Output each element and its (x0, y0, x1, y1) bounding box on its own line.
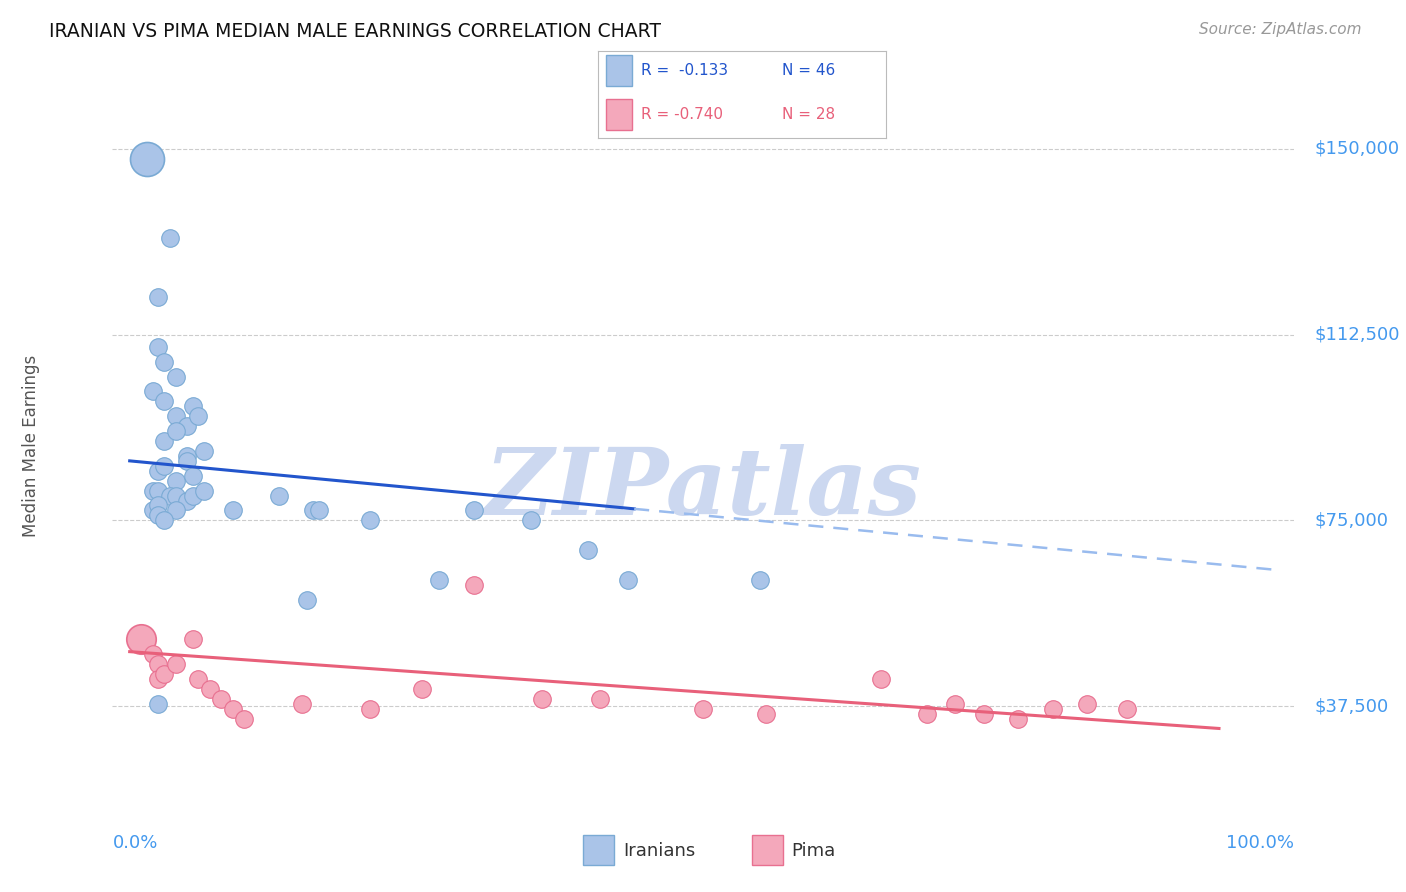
Point (1007, 712, 1029, 726)
Point (176, 454, 198, 468)
Text: Iranians: Iranians (623, 842, 695, 860)
Point (187, 672, 209, 686)
Point (148, 657, 170, 671)
Point (153, 355, 176, 369)
Point (291, 697, 314, 711)
Point (153, 458, 176, 473)
FancyBboxPatch shape (606, 99, 633, 129)
Point (193, 444, 215, 458)
Text: $37,500: $37,500 (1315, 698, 1389, 715)
Point (181, 468, 204, 483)
Point (153, 394, 176, 409)
Point (411, 681, 433, 696)
Point (463, 578, 485, 592)
Point (359, 513, 381, 527)
Point (176, 419, 198, 434)
Point (176, 449, 198, 463)
Point (153, 667, 176, 681)
Point (267, 489, 290, 503)
Point (1116, 701, 1139, 715)
Point (302, 503, 325, 517)
Point (129, 632, 152, 647)
Text: $150,000: $150,000 (1315, 140, 1400, 158)
Point (576, 543, 599, 558)
Point (165, 409, 187, 424)
Point (755, 706, 778, 721)
Point (209, 691, 232, 706)
Point (142, 503, 165, 517)
FancyBboxPatch shape (606, 55, 633, 86)
Point (869, 672, 891, 686)
Point (308, 503, 330, 517)
Text: Source: ZipAtlas.com: Source: ZipAtlas.com (1198, 22, 1361, 37)
Point (1076, 697, 1098, 711)
Point (148, 483, 170, 498)
Text: 100.0%: 100.0% (1226, 834, 1294, 852)
Point (427, 573, 450, 587)
Text: IRANIAN VS PIMA MEDIAN MALE EARNINGS CORRELATION CHART: IRANIAN VS PIMA MEDIAN MALE EARNINGS COR… (49, 22, 661, 41)
Point (198, 681, 221, 696)
Text: $75,000: $75,000 (1315, 511, 1389, 529)
Point (181, 400, 204, 414)
Text: R = -0.740: R = -0.740 (641, 107, 723, 121)
Text: Pima: Pima (792, 842, 835, 860)
Point (142, 647, 165, 661)
Point (297, 592, 319, 607)
Point (222, 701, 245, 715)
Point (359, 701, 381, 715)
Point (159, 231, 181, 245)
Point (148, 340, 170, 354)
Text: ZIPatlas: ZIPatlas (485, 444, 921, 533)
Point (153, 513, 176, 527)
Point (222, 503, 245, 517)
Point (148, 672, 170, 686)
Point (135, 152, 157, 166)
Point (148, 697, 170, 711)
Point (181, 632, 204, 647)
Point (1042, 701, 1064, 715)
Point (165, 424, 187, 438)
Point (165, 503, 187, 517)
Text: N = 46: N = 46 (782, 63, 835, 78)
Point (165, 657, 187, 671)
Point (148, 499, 170, 513)
Point (520, 513, 543, 527)
Point (176, 493, 198, 508)
Point (142, 483, 165, 498)
Text: $112,500: $112,500 (1315, 326, 1400, 343)
Point (915, 706, 938, 721)
Point (943, 697, 966, 711)
Text: 0.0%: 0.0% (112, 834, 157, 852)
Point (233, 712, 256, 726)
Point (617, 573, 640, 587)
Point (153, 434, 176, 448)
Point (148, 508, 170, 523)
Point (973, 706, 995, 721)
Point (148, 464, 170, 478)
Point (148, 290, 170, 304)
Point (749, 573, 772, 587)
Point (165, 489, 187, 503)
Point (193, 483, 215, 498)
Point (463, 503, 485, 517)
Point (692, 701, 714, 715)
Point (165, 369, 187, 384)
Point (531, 691, 554, 706)
Text: Median Male Earnings: Median Male Earnings (22, 355, 39, 537)
Text: N = 28: N = 28 (782, 107, 835, 121)
Point (187, 409, 209, 424)
Point (165, 474, 187, 488)
Point (589, 691, 612, 706)
Point (142, 384, 165, 399)
Text: R =  -0.133: R = -0.133 (641, 63, 728, 78)
Point (181, 489, 204, 503)
Point (159, 489, 181, 503)
